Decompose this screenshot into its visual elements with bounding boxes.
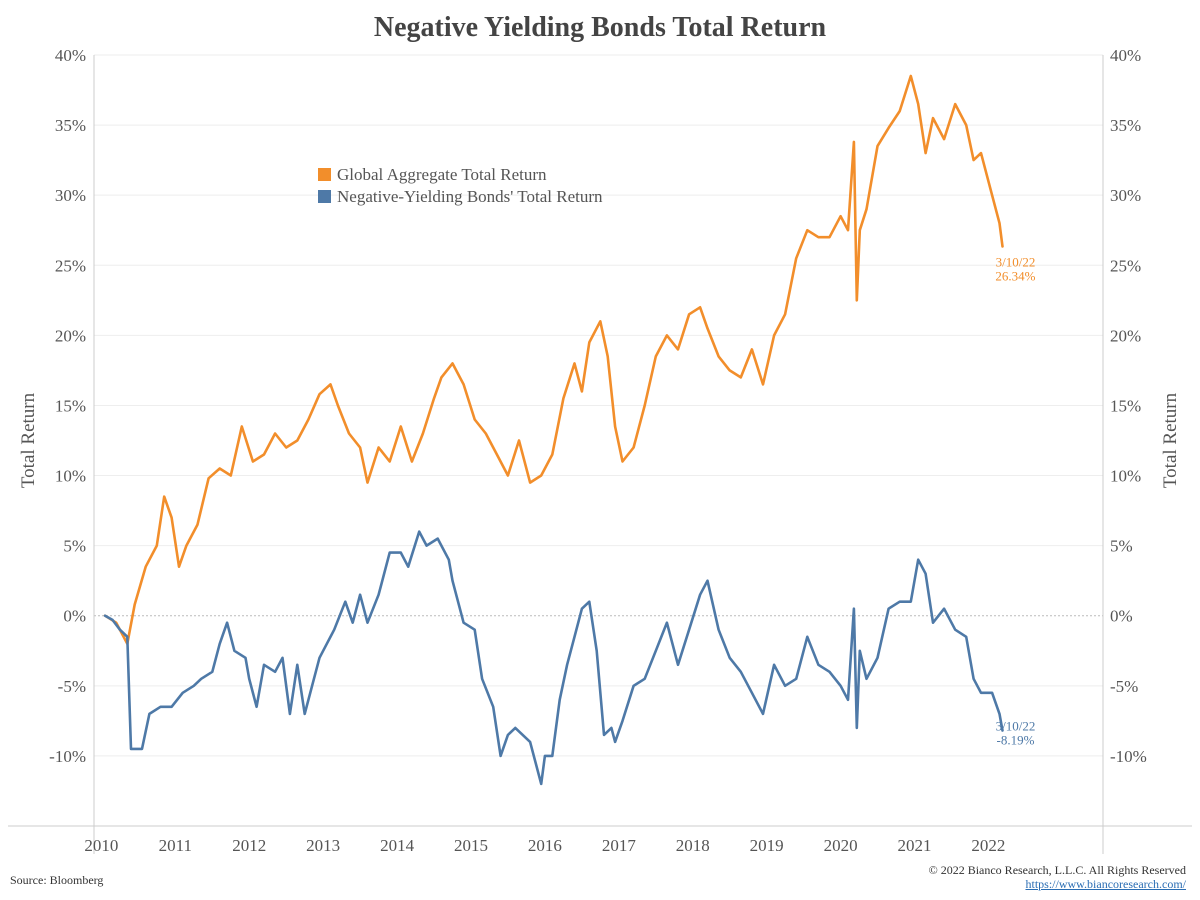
end-label-value: 26.34% xyxy=(995,268,1035,283)
negative-yielding-line xyxy=(103,530,1004,786)
x-tick-label: 2014 xyxy=(380,836,415,855)
y-tick-label-left: -5% xyxy=(58,677,86,696)
x-tick-label: 2015 xyxy=(454,836,488,855)
y-axis-title-left: Total Return xyxy=(18,392,39,488)
chart-title: Negative Yielding Bonds Total Return xyxy=(373,12,827,43)
x-tick-label: 2020 xyxy=(824,836,858,855)
y-tick-label-right: 20% xyxy=(1110,326,1141,345)
y-tick-label-left: 40% xyxy=(55,46,86,65)
y-tick-label-right: 0% xyxy=(1110,607,1133,626)
axes: 40% 40% 35% 35% 30% 30% 25% 25% 20% 20% 15% 15% 10% 1… xyxy=(8,46,1192,855)
y-tick-label-left: 15% xyxy=(55,396,86,415)
y-tick-label-right: 30% xyxy=(1110,186,1141,205)
end-label-date: 3/10/22 xyxy=(996,254,1036,269)
y-tick-label-right: 40% xyxy=(1110,46,1141,65)
y-tick-label-right: -5% xyxy=(1110,677,1138,696)
x-tick-label: 2011 xyxy=(159,836,192,855)
x-tick-label: 2013 xyxy=(306,836,340,855)
series-lines xyxy=(103,74,1004,786)
x-tick-label: 2021 xyxy=(898,836,932,855)
legend-label: Global Aggregate Total Return xyxy=(337,165,547,184)
x-tick-label: 2012 xyxy=(232,836,266,855)
legend-label: Negative-Yielding Bonds' Total Return xyxy=(337,187,603,206)
legend-swatch xyxy=(318,168,331,181)
y-tick-label-left: -10% xyxy=(49,747,86,766)
global-aggregate-line xyxy=(103,74,1004,646)
y-tick-label-right: 5% xyxy=(1110,537,1133,556)
x-tick-label: 2016 xyxy=(528,836,562,855)
legend: Global Aggregate Total Return Negative-Yi… xyxy=(318,165,603,206)
end-label-date: 3/10/22 xyxy=(996,719,1036,734)
x-tick-label: 2022 xyxy=(971,836,1005,855)
y-tick-label-right: 35% xyxy=(1110,116,1141,135)
y-tick-label-left: 25% xyxy=(55,256,86,275)
y-tick-label-left: 30% xyxy=(55,186,86,205)
y-tick-label-right: 25% xyxy=(1110,256,1141,275)
y-tick-label-left: 5% xyxy=(63,537,86,556)
gridlines xyxy=(94,54,1103,757)
y-tick-label-right: 15% xyxy=(1110,396,1141,415)
source-note: Source: Bloomberg xyxy=(10,873,104,887)
x-tick-label: 2010 xyxy=(84,836,118,855)
website-link[interactable]: https://www.biancoresearch.com/ xyxy=(1025,877,1186,891)
y-tick-label-left: 35% xyxy=(55,116,86,135)
y-tick-label-right: -10% xyxy=(1110,747,1147,766)
y-tick-label-left: 10% xyxy=(55,467,86,486)
end-label-value: -8.19% xyxy=(997,733,1035,748)
x-tick-label: 2018 xyxy=(676,836,710,855)
y-tick-label-left: 20% xyxy=(55,326,86,345)
copyright-note: © 2022 Bianco Research, L.L.C. All Right… xyxy=(928,863,1186,877)
x-tick-label: 2019 xyxy=(750,836,784,855)
legend-swatch xyxy=(318,190,331,203)
y-axis-title-right: Total Return xyxy=(1160,392,1181,488)
y-tick-label-left: 0% xyxy=(63,607,86,626)
y-tick-label-right: 10% xyxy=(1110,467,1141,486)
x-tick-label: 2017 xyxy=(602,836,637,855)
